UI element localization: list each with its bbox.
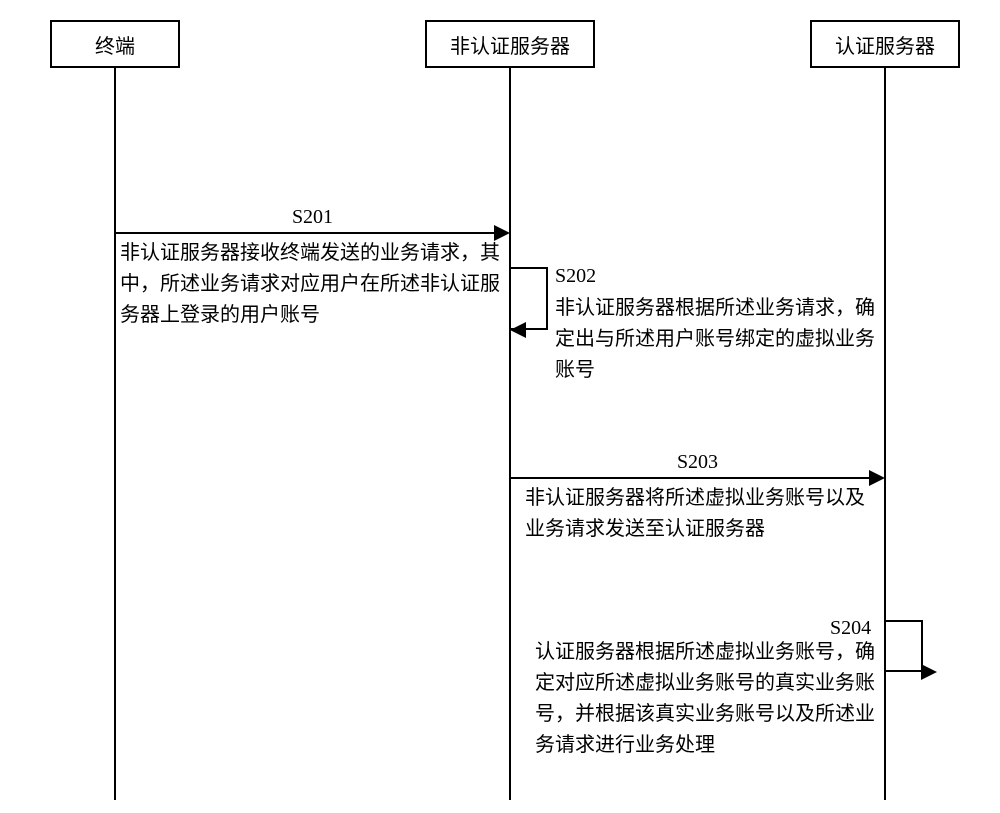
actor-auth-server: 认证服务器 (810, 20, 960, 68)
lifeline-non-auth-server (509, 68, 511, 800)
lifeline-terminal (114, 68, 116, 800)
msg-s201-desc: 非认证服务器接收终端发送的业务请求，其中，所述业务请求对应用户在所述非认证服务器… (120, 238, 500, 331)
msg-s202-label: S202 (555, 265, 596, 288)
msg-s201-line (115, 232, 495, 234)
msg-s203-desc: 非认证服务器将所述虚拟业务账号以及业务请求发送至认证服务器 (525, 483, 875, 545)
msg-s202-loop (510, 267, 548, 330)
msg-s204-arrowhead-icon (921, 664, 937, 680)
msg-s204-loop (885, 620, 923, 672)
sequence-diagram: 终端 非认证服务器 认证服务器 S201 非认证服务器接收终端发送的业务请求，其… (0, 0, 1000, 813)
msg-s202-arrowhead-icon (510, 322, 526, 338)
actor-non-auth-server-label: 非认证服务器 (450, 30, 570, 59)
msg-s204-desc: 认证服务器根据所述虚拟业务账号，确定对应所述虚拟业务账号的真实业务账号，并根据该… (535, 637, 885, 761)
actor-auth-server-label: 认证服务器 (835, 30, 935, 59)
msg-s203-label: S203 (510, 451, 885, 474)
msg-s201-label: S201 (115, 206, 510, 229)
actor-non-auth-server: 非认证服务器 (425, 20, 595, 68)
actor-terminal-label: 终端 (95, 30, 135, 59)
msg-s203-line (510, 477, 870, 479)
actor-terminal: 终端 (50, 20, 180, 68)
msg-s202-desc: 非认证服务器根据所述业务请求，确定出与所述用户账号绑定的虚拟业务账号 (555, 293, 875, 386)
